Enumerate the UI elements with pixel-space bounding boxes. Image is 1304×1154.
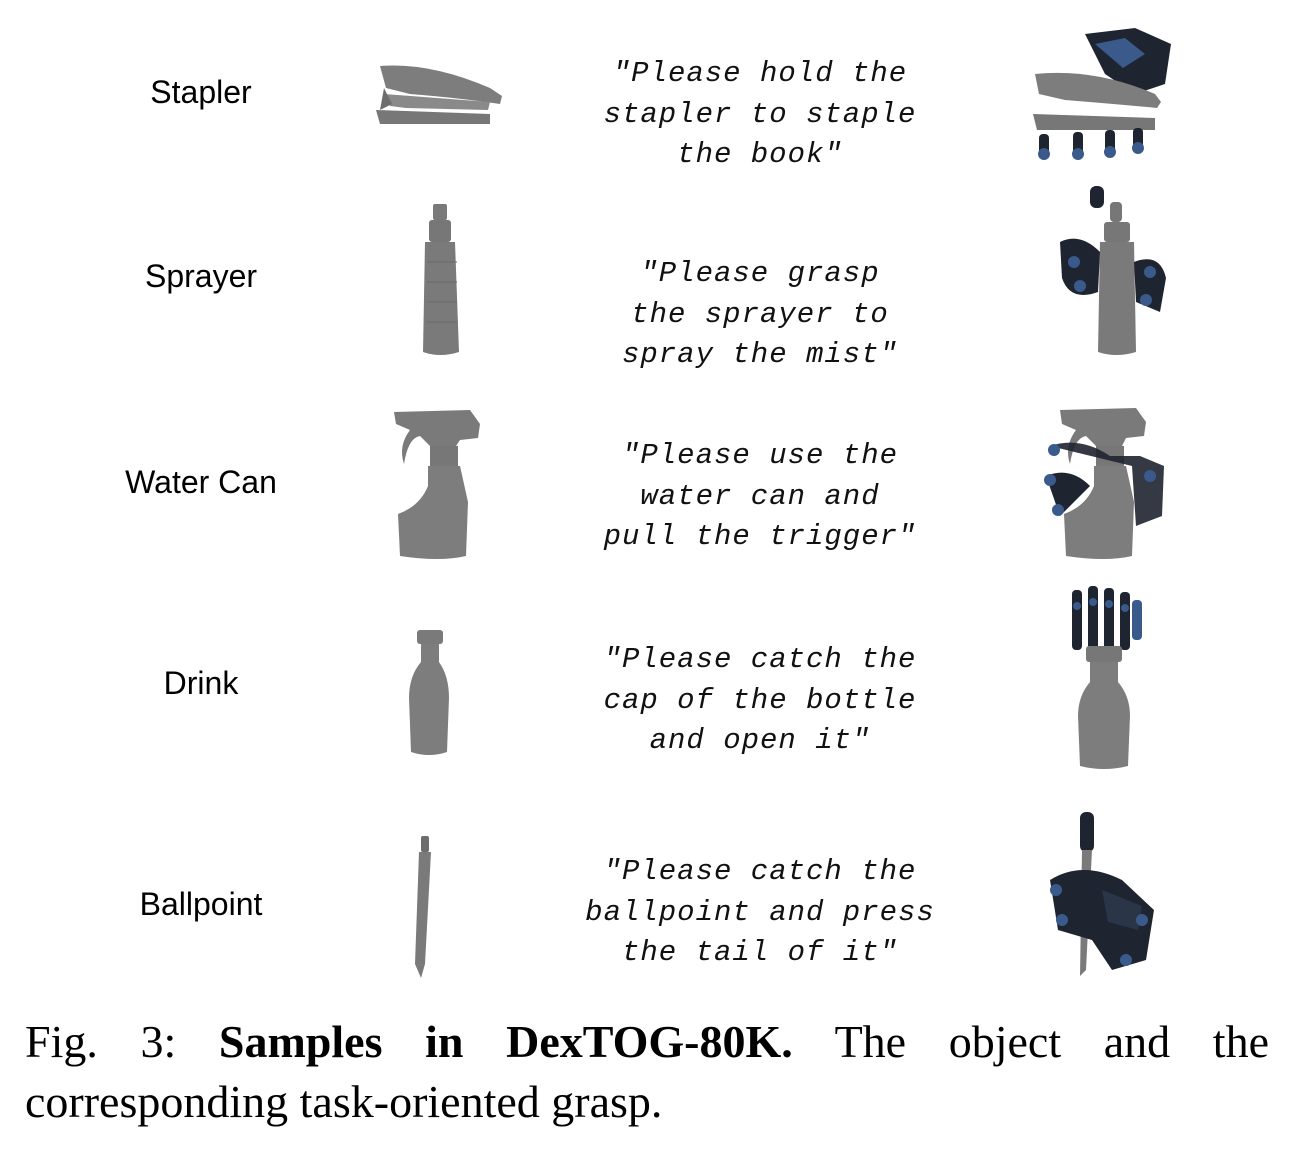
object-name: Ballpoint (139, 886, 263, 922)
task-instruction: "Please use the water can and pull the t… (603, 439, 917, 553)
caption-title: Samples in DexTOG-80K. (218, 1016, 793, 1067)
sprayer-grasp-image (1060, 186, 1166, 355)
object-name: Drink (163, 665, 239, 701)
task-instruction: "Please hold the stapler to staple the b… (603, 57, 917, 171)
ballpoint-grasp-image (1050, 812, 1154, 976)
bottle-object-image (409, 630, 449, 755)
object-name: Sprayer (144, 258, 258, 294)
task-instruction: "Please catch the ballpoint and press th… (585, 855, 935, 969)
caption-prefix: Fig. 3: (25, 1016, 219, 1067)
task-instruction: "Please grasp the sprayer to spray the m… (621, 257, 899, 371)
task-instruction: "Please catch the cap of the bottle and … (603, 643, 917, 757)
object-name: Stapler (150, 74, 252, 110)
stapler-grasp-image (1033, 28, 1171, 160)
ballpoint-object-image (415, 836, 431, 978)
bottle-grasp-image (1072, 586, 1142, 769)
object-name: Water Can (125, 464, 277, 500)
sprayer-object-image (423, 204, 459, 355)
caption-text: The object and the corresponding task-or… (25, 1016, 1269, 1127)
spray-bottle-object-image (394, 410, 480, 559)
stapler-object-image (376, 65, 502, 124)
figure-caption: Fig. 3: Samples in DexTOG-80K. The objec… (25, 1012, 1269, 1132)
figure: Stapler "Please hold the stapler to stap… (125, 28, 1171, 978)
spray-bottle-grasp-image (1044, 408, 1164, 559)
